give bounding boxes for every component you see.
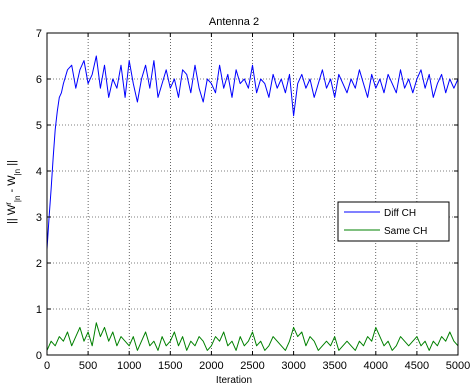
legend-label-same-ch: Same CH — [384, 226, 427, 237]
x-axis-label: Iteration — [216, 375, 252, 386]
chart-title: Antenna 2 — [209, 16, 259, 28]
y-axis-label-part-1: || W — [6, 204, 18, 224]
y-tick-label: 0 — [36, 350, 42, 362]
y-tick-label: 7 — [36, 28, 42, 40]
x-tick-label: 500 — [79, 360, 97, 372]
series-line-diff-ch — [46, 55, 459, 250]
x-tick-label: 4500 — [405, 360, 429, 372]
x-tick-label: 2000 — [199, 360, 223, 372]
legend: Diff CH Same CH — [337, 201, 450, 242]
y-axis-label-part-3: || — [6, 160, 18, 169]
y-axis-label-subscript-1: |n — [13, 196, 22, 203]
x-tick-label: 3500 — [322, 360, 346, 372]
y-axis-label-part-2: - W — [6, 175, 18, 196]
legend-box — [337, 201, 450, 242]
x-tick-label: 1500 — [158, 360, 182, 372]
legend-label-diff-ch: Diff CH — [384, 208, 416, 219]
ticks-group — [46, 32, 459, 356]
y-axis-label-superscript: r — [4, 202, 13, 205]
y-axis-label: || Wr|n - W|n || — [4, 160, 22, 224]
series-group — [46, 55, 459, 351]
tick-labels-group: 0 500 1000 1500 2000 2500 3000 3500 4000 4500 5000… — [36, 28, 470, 372]
y-tick-label: 2 — [36, 258, 42, 270]
x-tick-label: 0 — [44, 360, 50, 372]
y-tick-label: 4 — [36, 166, 42, 178]
x-tick-label: 4000 — [364, 360, 388, 372]
y-tick-label: 3 — [36, 212, 42, 224]
y-tick-label: 5 — [36, 120, 42, 132]
x-tick-label: 3000 — [281, 360, 305, 372]
y-axis-label-subscript-2: |n — [13, 169, 22, 176]
x-tick-label: 2500 — [240, 360, 264, 372]
series-line-same-ch — [46, 322, 459, 351]
x-tick-label: 5000 — [446, 360, 470, 372]
x-tick-label: 1000 — [117, 360, 141, 372]
y-tick-label: 6 — [36, 74, 42, 86]
y-tick-label: 1 — [36, 304, 42, 316]
